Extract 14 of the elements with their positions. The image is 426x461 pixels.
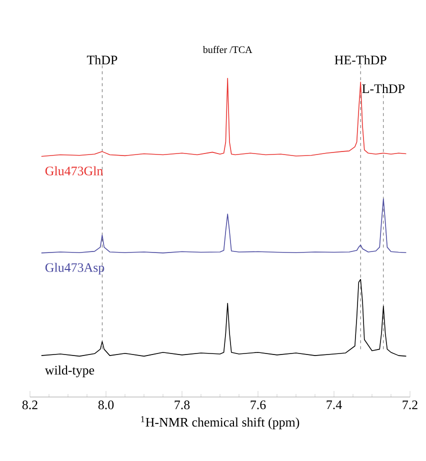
annotation: buffer /TCA: [202, 46, 252, 54]
ref-line-label: ThDP: [86, 55, 118, 64]
series-label: Glu473Asp: [45, 262, 104, 275]
x-tick-label: 7.8: [174, 400, 190, 410]
ref-line-label: HE-ThDP: [334, 55, 386, 64]
x-tick-label: 7.2: [402, 400, 418, 410]
series-label: Glu473Gln: [45, 166, 103, 176]
x-tick-label: 7.4: [326, 400, 342, 410]
x-tick-label: 7.6: [250, 400, 266, 410]
x-tick-label: 8.0: [98, 400, 114, 410]
x-axis-title: $^{1}$H-NMR chemical shift (ppm): [141, 416, 300, 430]
x-tick-label: 8.2: [22, 400, 38, 410]
ref-line-label: L-ThDP: [362, 84, 404, 93]
series-label: wild-type: [44, 365, 94, 378]
